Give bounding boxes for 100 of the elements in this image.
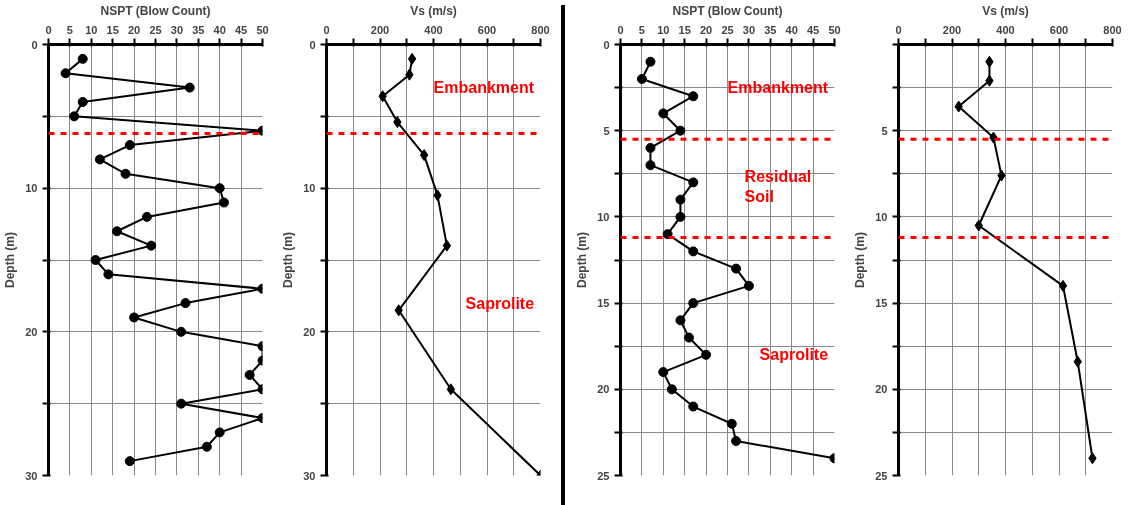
- x-tick-label: 20: [127, 23, 141, 36]
- point: [141, 211, 152, 222]
- point: [645, 160, 656, 171]
- x-tick-label: 10: [85, 23, 98, 36]
- point: [90, 255, 101, 265]
- point: [683, 332, 694, 343]
- point: [743, 280, 754, 291]
- point: [662, 229, 673, 240]
- x-tick-label: 600: [1049, 23, 1069, 36]
- x-tick-label: 15: [678, 23, 691, 36]
- point: [658, 367, 669, 378]
- point: [146, 240, 157, 251]
- y-tick-label: 15: [597, 297, 610, 310]
- point: [675, 315, 686, 326]
- x-tick-label: 5: [638, 23, 645, 36]
- point: [442, 239, 452, 252]
- y-tick-label: 0: [309, 38, 316, 51]
- x-tick-label: 0: [45, 23, 52, 36]
- point: [666, 384, 677, 395]
- y-tick-label: 15: [875, 297, 888, 310]
- point: [103, 269, 114, 280]
- y-tick-label: 20: [597, 383, 610, 396]
- point: [636, 73, 647, 84]
- annotation: Residual Soil: [744, 168, 812, 206]
- x-tick-label: 25: [149, 23, 162, 36]
- point: [244, 369, 255, 380]
- x-tick-label: 0: [323, 23, 330, 36]
- x-tick-label: 20: [699, 23, 713, 36]
- x-tick-label: 45: [234, 23, 248, 36]
- point: [731, 263, 742, 274]
- annotation: Saprolite: [759, 346, 829, 364]
- x-tick-label: 10: [657, 23, 670, 36]
- y-tick-label: 10: [25, 182, 38, 195]
- point: [731, 436, 742, 447]
- point: [124, 140, 135, 151]
- y-tick-label: 25: [875, 469, 888, 482]
- point: [446, 383, 456, 396]
- x-tick-label: 600: [477, 23, 497, 36]
- y-tick-label: 20: [25, 325, 38, 338]
- annotation: Saprolite: [465, 294, 535, 312]
- y-tick-label: 5: [881, 124, 888, 137]
- y-tick-label: 0: [603, 38, 610, 51]
- y-tick-label: 25: [597, 469, 610, 482]
- point: [176, 326, 187, 337]
- x-tick-label: 800: [1103, 23, 1122, 36]
- x-tick-label: 30: [170, 23, 184, 36]
- point: [77, 96, 88, 107]
- point: [201, 441, 212, 452]
- point: [1058, 279, 1068, 292]
- x-tick-label: 30: [742, 23, 756, 36]
- x-tick-label: 35: [764, 23, 777, 36]
- point: [120, 168, 131, 179]
- x-tick-label: 35: [192, 23, 205, 36]
- x-tick-label: 800: [531, 23, 550, 36]
- point: [176, 398, 187, 409]
- x-tick-label: 15: [106, 23, 119, 36]
- point: [688, 91, 699, 102]
- point: [658, 108, 669, 119]
- x-tick-label: 400: [996, 23, 1015, 36]
- x-tick-label: 5: [66, 23, 73, 36]
- point: [184, 82, 195, 93]
- x-axis-title: NSPT (Blow Count): [672, 3, 783, 18]
- point: [214, 427, 225, 438]
- point: [688, 401, 699, 412]
- y-tick-label: 10: [875, 210, 888, 223]
- y-tick-label: 30: [25, 469, 38, 482]
- point: [688, 298, 699, 309]
- x-tick-label: 50: [256, 23, 269, 36]
- x-tick-label: 200: [942, 23, 962, 36]
- point: [675, 125, 686, 136]
- point: [77, 53, 88, 64]
- x-tick-label: 40: [213, 23, 226, 36]
- point: [688, 246, 699, 257]
- x-tick-label: 400: [424, 23, 443, 36]
- x-tick-label: 50: [828, 23, 841, 36]
- y-tick-label: 30: [303, 469, 316, 482]
- y-tick-label: 20: [303, 325, 316, 338]
- x-axis-title: Vs (m/s): [982, 3, 1029, 18]
- point: [180, 298, 191, 309]
- y-axis-title: Depth (m): [575, 232, 590, 288]
- point: [69, 111, 80, 122]
- point: [94, 154, 105, 165]
- x-tick-label: 40: [785, 23, 798, 36]
- point: [419, 149, 429, 162]
- x-tick-label: 200: [370, 23, 390, 36]
- y-tick-label: 10: [303, 182, 316, 195]
- y-tick-label: 10: [597, 210, 610, 223]
- point: [675, 211, 686, 222]
- point: [129, 312, 140, 323]
- point: [218, 197, 229, 208]
- annotation: Embankment: [433, 79, 535, 97]
- point: [60, 68, 71, 79]
- x-tick-label: 0: [617, 23, 624, 36]
- point: [726, 418, 737, 429]
- point: [407, 52, 417, 65]
- x-tick-label: 45: [806, 23, 820, 36]
- point: [675, 194, 686, 205]
- y-tick-label: 0: [31, 38, 38, 51]
- x-axis-title: Vs (m/s): [410, 3, 457, 18]
- point: [645, 56, 656, 67]
